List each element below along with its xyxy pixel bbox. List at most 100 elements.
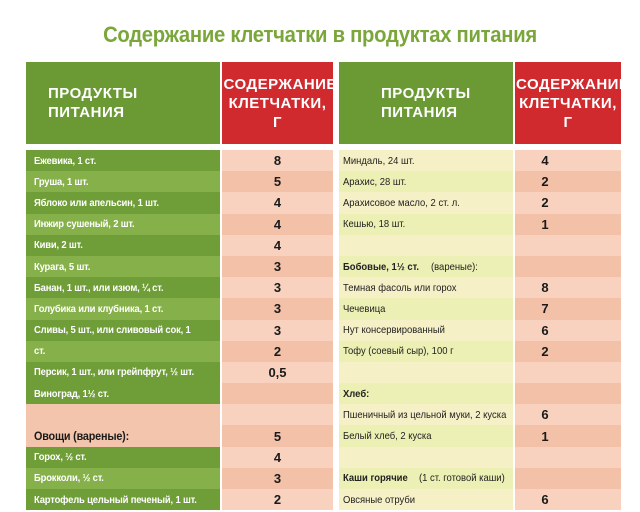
table-row: Банан, 1 шт., или изюм, ¼ ст.	[26, 277, 220, 299]
products-header-right: ПРОДУКТЫ ПИТАНИЯ	[339, 62, 513, 144]
table-row	[339, 234, 513, 256]
table-row: Горох, ½ ст.	[26, 446, 220, 468]
product-name: Горох, ½ ст.	[34, 451, 87, 464]
fiber-column-right: СОДЕРЖАНИЕ КЛЕТЧАТКИ, г 4 2 2 1 8 7 6 2 6 1 6	[515, 62, 621, 511]
fiber-header-right-label: СОДЕРЖАНИЕ КЛЕТЧАТКИ, г	[516, 75, 621, 131]
table-row: Хлеб:	[339, 383, 513, 405]
fiber-value-cell	[515, 234, 621, 256]
products-header-left: ПРОДУКТЫ ПИТАНИЯ	[26, 62, 220, 144]
products-column-right: ПРОДУКТЫ ПИТАНИЯ Миндаль, 24 шт. Арахис, …	[339, 62, 513, 511]
fiber-value: 3	[273, 470, 282, 486]
table-row: Кешью, 18 шт.	[339, 213, 513, 235]
table-row: Виноград, 1½ ст.	[26, 383, 220, 405]
fiber-value: 3	[273, 322, 282, 338]
fiber-value-cell: 5	[222, 171, 333, 193]
fiber-value-cell: 3	[222, 467, 333, 489]
table-row: Ежевика, 1 ст.	[26, 150, 220, 172]
fiber-value: 6	[541, 492, 549, 508]
fiber-value-cell: 4	[515, 150, 621, 172]
fiber-value-cell	[222, 383, 333, 405]
table-row: Темная фасоль или горох	[339, 277, 513, 299]
fiber-value: 8	[541, 280, 549, 296]
product-note: (вареные):	[431, 260, 479, 273]
products-header-right-label: ПРОДУКТЫ ПИТАНИЯ	[381, 85, 471, 121]
product-name: Киви, 2 шт.	[34, 239, 83, 252]
product-name: Инжир сушеный, 2 шт.	[34, 218, 135, 231]
fiber-value: 2	[541, 195, 549, 211]
fiber-value-cell	[515, 446, 621, 468]
fiber-value-cell: 1	[515, 425, 621, 447]
table-row: Бобовые, 1½ ст. (вареные):	[339, 255, 513, 278]
product-name: Банан, 1 шт., или изюм, ¼ ст.	[34, 281, 164, 294]
fiber-value: 4	[273, 195, 282, 211]
table-row: Картофель цельный печеный, 1 шт.	[26, 489, 220, 511]
fiber-table: ПРОДУКТЫ ПИТАНИЯ Ежевика, 1 ст. Груша, 1 …	[26, 62, 621, 512]
product-name: Овсяные отруби	[343, 493, 416, 506]
fiber-value-cell: 4	[222, 192, 333, 214]
fiber-value: 4	[541, 153, 549, 169]
fiber-value-cell: 4	[222, 213, 333, 235]
table-row: Белый хлеб, 2 куска	[339, 425, 513, 447]
product-name: Кешью, 18 шт.	[343, 218, 406, 231]
fiber-header-left: СОДЕРЖАНИЕ КЛЕТЧАТКИ, г	[222, 62, 336, 144]
product-name: Брокколи, ½ ст.	[34, 472, 104, 485]
product-name: Нут консервированный	[343, 324, 445, 337]
product-name: Сливы, 5 шт., или сливовый сок, 1	[34, 324, 191, 337]
table-row: Овсяные отруби	[339, 489, 513, 511]
product-name: Хлеб:	[343, 387, 370, 400]
product-name: Персик, 1 шт., или грейпфрут, ½ шт.	[34, 366, 194, 379]
fiber-value-cell: 2	[515, 171, 621, 193]
product-name: Белый хлеб, 2 куска	[343, 430, 432, 443]
fiber-value-cell: 3	[222, 319, 333, 341]
product-name: ст.	[34, 345, 46, 358]
fiber-value-cell: 4	[222, 446, 333, 468]
fiber-value-cell: 6	[515, 319, 621, 341]
product-name: Арахис, 28 шт.	[343, 175, 407, 188]
table-row: Тофу (соевый сыр), 100 г	[339, 340, 513, 362]
fiber-value-cell	[515, 467, 621, 489]
fiber-value-cell: 6	[515, 489, 621, 511]
fiber-value: 1	[541, 216, 549, 232]
fiber-value-cell: 3	[222, 255, 333, 278]
fiber-value: 2	[541, 343, 549, 359]
table-row: Чечевица	[339, 298, 513, 320]
fiber-value-cell: 4	[222, 234, 333, 256]
fiber-value: 3	[273, 259, 282, 275]
product-name: Яблоко или апельсин, 1 шт.	[34, 196, 159, 209]
table-row	[339, 446, 513, 468]
table-row: Курага, 5 шт.	[26, 255, 220, 278]
fiber-value: 4	[273, 237, 282, 253]
product-name: Картофель цельный печеный, 1 шт.	[34, 493, 197, 506]
product-name: Пшеничный из цельной муки, 2 куска	[343, 408, 507, 421]
products-column-left: ПРОДУКТЫ ПИТАНИЯ Ежевика, 1 ст. Груша, 1 …	[26, 62, 220, 511]
product-name: Овощи (вареные):	[34, 429, 130, 444]
table-row: Голубика или клубника, 1 ст.	[26, 298, 220, 320]
table-row: Каши горячие (1 ст. готовой каши)	[339, 467, 513, 489]
table-row: Арахис, 28 шт.	[339, 171, 513, 193]
fiber-value-cell: 5	[222, 425, 333, 447]
table-row: Персик, 1 шт., или грейпфрут, ½ шт.	[26, 361, 220, 384]
fiber-value: 7	[541, 301, 549, 317]
fiber-value-cell: 3	[222, 298, 333, 320]
table-row: Инжир сушеный, 2 шт.	[26, 213, 220, 235]
fiber-value: 1	[541, 428, 549, 444]
fiber-value: 5	[273, 174, 282, 190]
table-row: Пшеничный из цельной муки, 2 куска	[339, 404, 513, 426]
fiber-value: 3	[273, 280, 282, 296]
product-note: (1 ст. готовой каши)	[418, 472, 505, 485]
table-row: Киви, 2 шт.	[26, 234, 220, 256]
product-name: Курага, 5 шт.	[34, 260, 91, 273]
fiber-value: 5	[273, 428, 282, 444]
fiber-value-cell: 6	[515, 404, 621, 426]
product-name: Голубика или клубника, 1 ст.	[34, 302, 164, 315]
fiber-value: 8	[273, 153, 282, 169]
fiber-value-cell	[515, 255, 621, 278]
fiber-value-cell: 1	[515, 213, 621, 235]
product-name: Ежевика, 1 ст.	[34, 154, 97, 167]
fiber-value: 4	[273, 449, 282, 465]
fiber-value-cell: 2	[515, 192, 621, 214]
fiber-value: 2	[273, 343, 282, 359]
product-name: Виноград, 1½ ст.	[34, 387, 109, 400]
fiber-value: 6	[541, 407, 549, 423]
table-row: Брокколи, ½ ст.	[26, 467, 220, 489]
